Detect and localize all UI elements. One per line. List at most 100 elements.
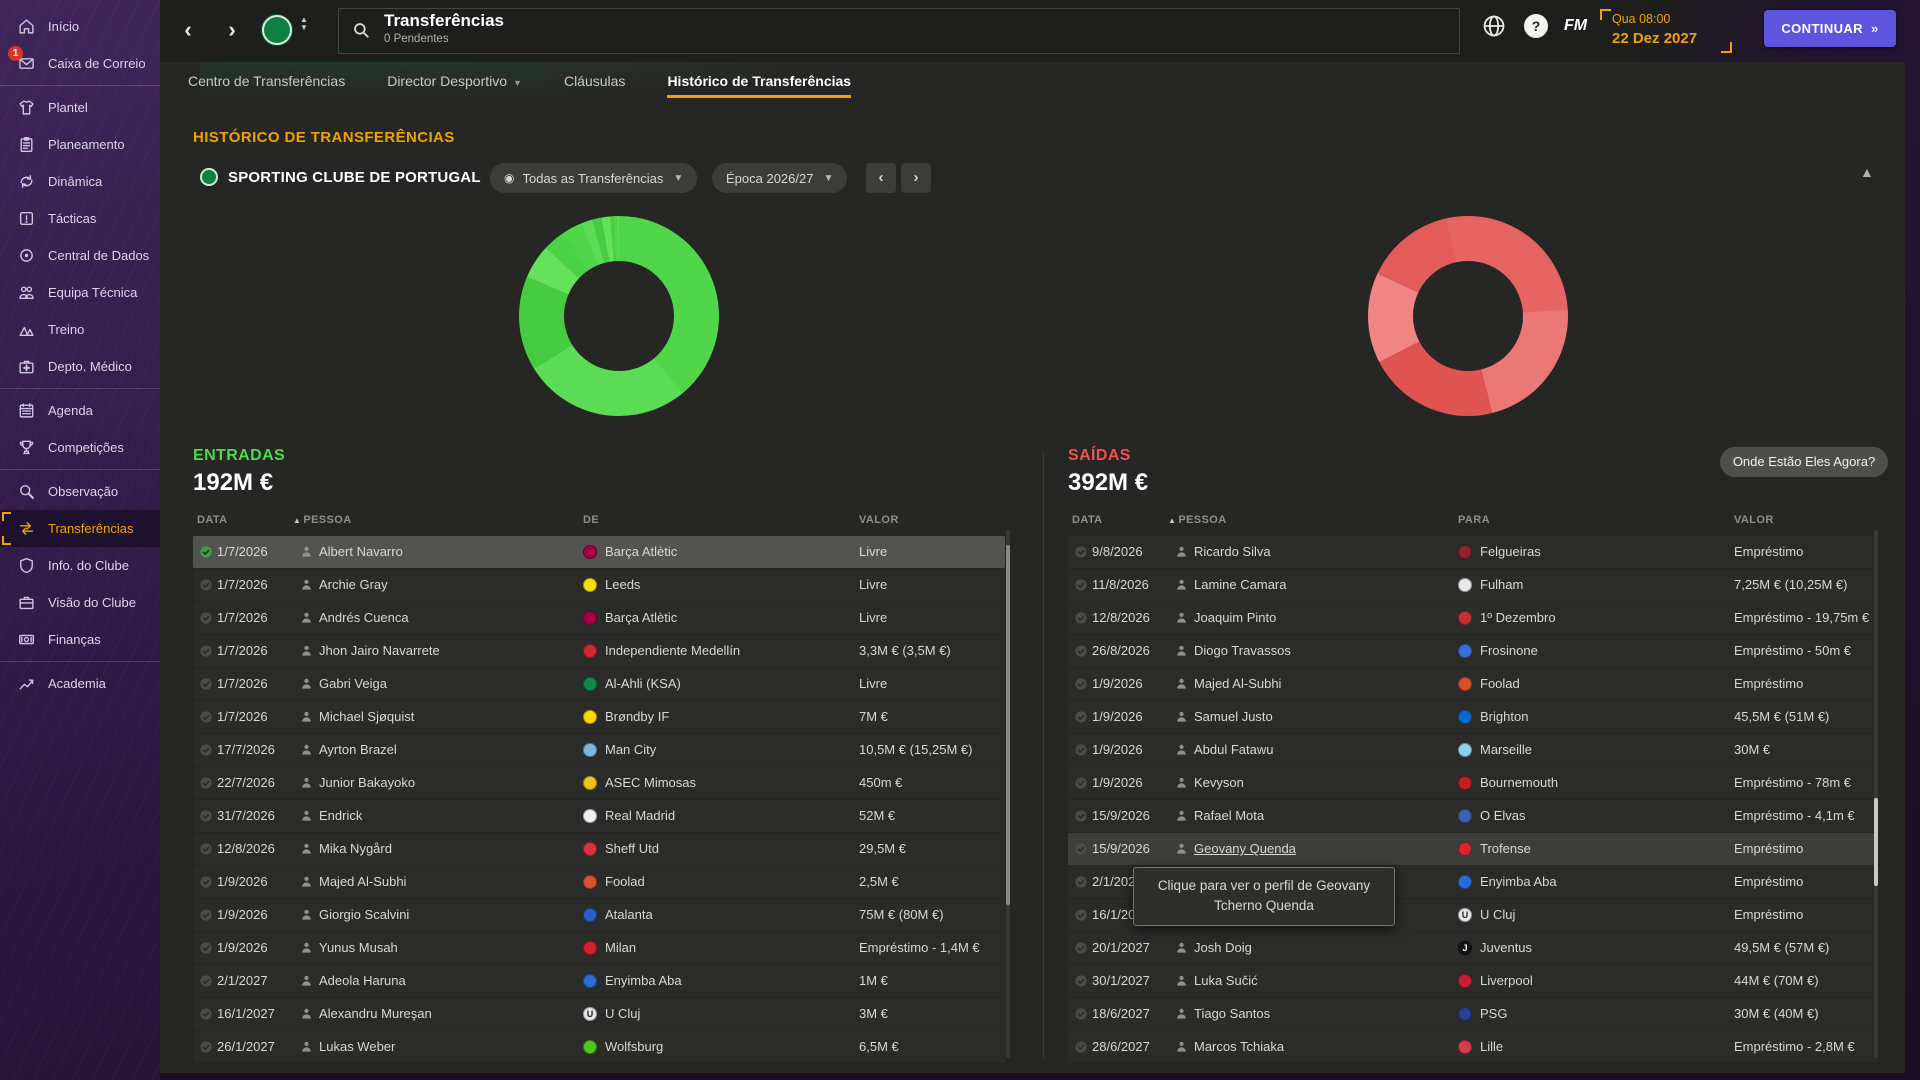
club-cycle-control[interactable]: ▲ ▼ [300,16,308,32]
club-name[interactable]: 1º Dezembro [1480,610,1556,625]
sidebar-item-transferencias[interactable]: Transferências [0,510,160,547]
table-row[interactable]: 1/9/2026 Yunus Musah Milan Empréstimo - 1,4… [193,932,1005,964]
column-header-valor[interactable]: VALOR [1734,514,1774,526]
saidas-scrollbar-thumb[interactable] [1874,798,1878,886]
player-name[interactable]: Luka Sučić [1194,973,1258,988]
table-row[interactable]: 28/6/2027 Marcos Tchiaka Lille Empréstimo -… [1068,1031,1878,1063]
player-name[interactable]: Junior Bakayoko [319,775,416,790]
player-name[interactable]: Endrick [319,808,363,823]
table-row[interactable]: 17/7/2026 Ayrton Brazel Man City 10,5M € (1… [193,734,1005,766]
player-name[interactable]: Archie Gray [319,577,388,592]
column-header-valor[interactable]: VALOR [859,514,899,526]
club-name[interactable]: Enyimba Aba [1480,874,1557,889]
collapse-panel-icon[interactable]: ▲ [1860,164,1874,180]
club-name[interactable]: U Cluj [605,1006,641,1021]
history-back-button[interactable]: ‹ [184,17,192,42]
club-name[interactable]: Foolad [605,874,645,889]
sidebar-item-competicoes[interactable]: Competições [0,429,160,466]
player-name[interactable]: Michael Sjøquist [319,709,415,724]
sidebar-item-financas[interactable]: Finanças [0,621,160,658]
player-name[interactable]: Giorgio Scalvini [319,907,410,922]
sidebar-item-info-do-clube[interactable]: Info. do Clube [0,547,160,584]
club-name[interactable]: Trofense [1480,841,1531,856]
player-name[interactable]: Gabri Veiga [319,676,387,691]
player-name[interactable]: Josh Doig [1194,940,1252,955]
player-name[interactable]: Jhon Jairo Navarrete [319,643,440,658]
player-name[interactable]: Marcos Tchiaka [1194,1039,1285,1054]
column-header-de[interactable]: DE [583,514,600,526]
club-selector-dropdown[interactable]: SPORTING CLUBE DE PORTUGAL ▼ [200,160,501,194]
table-row[interactable]: 1/7/2026 Michael Sjøquist Brøndby IF 7M € [193,701,1005,733]
table-row[interactable]: 31/7/2026 Endrick Real Madrid 52M € [193,800,1005,832]
previous-season-button[interactable]: ‹ [866,163,896,193]
player-name[interactable]: Joaquim Pinto [1194,610,1277,625]
player-name[interactable]: Albert Navarro [319,544,403,559]
club-name[interactable]: ASEC Mimosas [605,775,697,790]
player-name[interactable]: Abdul Fatawu [1194,742,1274,757]
continue-button[interactable]: CONTINUAR» [1764,10,1896,47]
column-header-pessoa[interactable]: ▲ PESSOA [293,514,352,526]
table-row[interactable]: 20/1/2027 Josh Doig J Juventus 49,5M € (57M … [1068,932,1878,964]
player-name[interactable]: Geovany Quenda [1194,841,1296,856]
transfer-filter-dropdown[interactable]: ◉ Todas as Transferências ▼ [490,163,698,193]
club-name[interactable]: Barça Atlètic [605,544,678,559]
saidas-scrollbar-track[interactable] [1874,530,1878,1058]
table-row[interactable]: 1/9/2026 Abdul Fatawu Marseille 30M € [1068,734,1878,766]
table-row[interactable]: 1/9/2026 Giorgio Scalvini Atalanta 75M € (8… [193,899,1005,931]
table-row[interactable]: 1/7/2026 Archie Gray Leeds Livre [193,569,1005,601]
player-name[interactable]: Tiago Santos [1194,1006,1271,1021]
player-name[interactable]: Rafael Mota [1194,808,1265,823]
table-row[interactable]: 12/8/2026 Mika Nygård Sheff Utd 29,5M € [193,833,1005,865]
table-row[interactable]: 11/8/2026 Lamine Camara Fulham 7,25M € (10,… [1068,569,1878,601]
table-row[interactable]: 1/7/2026 Gabri Veiga Al-Ahli (KSA) Livre [193,668,1005,700]
player-name[interactable]: Mika Nygård [319,841,392,856]
entradas-scrollbar-thumb[interactable] [1006,545,1010,905]
table-row[interactable]: 1/9/2026 Samuel Justo Brighton 45,5M € (51M… [1068,701,1878,733]
table-row[interactable]: 16/1/2027 Alexandru Mureşan U U Cluj 3M € [193,998,1005,1030]
club-name[interactable]: Brøndby IF [605,709,670,724]
club-name[interactable]: Independiente Medellín [605,643,741,658]
column-header-data[interactable]: DATA [197,514,228,526]
club-name[interactable]: Juventus [1480,940,1533,955]
table-row[interactable]: 1/9/2026 Kevyson Bournemouth Empréstimo - 7… [1068,767,1878,799]
club-name[interactable]: Milan [605,940,637,955]
sidebar-item-inicio[interactable]: Início [0,8,160,45]
club-name[interactable]: Wolfsburg [605,1039,664,1054]
table-row[interactable]: 1/9/2026 Majed Al-Subhi Foolad 2,5M € [193,866,1005,898]
sidebar-item-equipa-tecnica[interactable]: Equipa Técnica [0,274,160,311]
player-name[interactable]: Diogo Travassos [1194,643,1291,658]
table-row[interactable]: 1/7/2026 Andrés Cuenca Barça Atlètic Livre [193,602,1005,634]
player-name[interactable]: Lukas Weber [319,1039,396,1054]
club-name[interactable]: O Elvas [1480,808,1526,823]
sidebar-item-observacao[interactable]: Observação [0,473,160,510]
tab-historico-de-transferencias[interactable]: Histórico de Transferências [667,62,851,100]
sidebar-item-planeamento[interactable]: Planeamento [0,126,160,163]
club-name[interactable]: Man City [605,742,657,757]
table-row[interactable]: 1/7/2026 Jhon Jairo Navarrete Independient… [193,635,1005,667]
fm-logo[interactable]: FM [1564,17,1588,34]
club-name[interactable]: Atalanta [605,907,653,922]
sidebar-item-agenda[interactable]: Agenda [0,392,160,429]
table-row[interactable]: 2/1/2027 Adeola Haruna Enyimba Aba 1M € [193,965,1005,997]
club-crest-icon[interactable] [262,15,292,45]
club-name[interactable]: Sheff Utd [605,841,659,856]
club-name[interactable]: Foolad [1480,676,1520,691]
club-name[interactable]: Al-Ahli (KSA) [605,676,681,691]
table-row[interactable]: 26/8/2026 Diogo Travassos Frosinone Emprést… [1068,635,1878,667]
sidebar-item-visao-do-clube[interactable]: Visão do Clube [0,584,160,621]
table-row[interactable]: 9/8/2026 Ricardo Silva Felgueiras Empréstim… [1068,536,1878,568]
club-name[interactable]: Barça Atlètic [605,610,678,625]
club-name[interactable]: PSG [1480,1006,1508,1021]
sidebar-item-treino[interactable]: Treino [0,311,160,348]
table-row[interactable]: 1/7/2026 Albert Navarro Barça Atlètic Livre [193,536,1005,568]
next-season-button[interactable]: › [901,163,931,193]
where-are-they-now-button[interactable]: Onde Estão Eles Agora? [1720,447,1888,477]
player-name[interactable]: Adeola Haruna [319,973,406,988]
club-name[interactable]: Bournemouth [1480,775,1559,790]
table-row[interactable]: 26/1/2027 Lukas Weber Wolfsburg 6,5M € [193,1031,1005,1063]
player-name[interactable]: Kevyson [1194,775,1244,790]
club-name[interactable]: Liverpool [1480,973,1533,988]
table-row[interactable]: 15/9/2026 Geovany Quenda Trofense Empréstim… [1068,833,1878,865]
tab-clausulas[interactable]: Cláusulas [563,73,626,89]
table-row[interactable]: 15/9/2026 Rafael Mota O Elvas Empréstimo - … [1068,800,1878,832]
